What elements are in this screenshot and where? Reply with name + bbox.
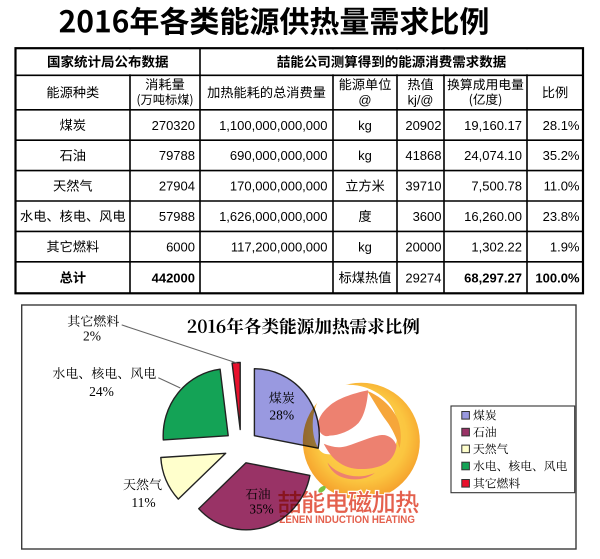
svg-text:690,000,000,000: 690,000,000,000 (230, 148, 328, 163)
svg-text:kg: kg (358, 148, 372, 163)
svg-text:170,000,000,000: 170,000,000,000 (230, 179, 328, 194)
svg-text:41868: 41868 (405, 148, 441, 163)
svg-text:3600: 3600 (413, 209, 442, 224)
svg-text:@: @ (358, 92, 371, 107)
svg-text:1.9%: 1.9% (550, 239, 580, 254)
svg-text:24%: 24% (89, 384, 114, 399)
svg-text:23.8%: 23.8% (543, 209, 580, 224)
svg-text:35%: 35% (249, 502, 273, 517)
svg-text:57988: 57988 (159, 209, 195, 224)
svg-text:11.0%: 11.0% (544, 179, 580, 194)
svg-text:35.2%: 35.2% (543, 148, 580, 163)
svg-text:20000: 20000 (405, 239, 441, 254)
svg-text:27904: 27904 (159, 179, 195, 194)
svg-text:28.1%: 28.1% (543, 118, 580, 133)
svg-text:29274: 29274 (405, 270, 441, 285)
svg-text:ZENEN INDUCTION HEATING: ZENEN INDUCTION HEATING (279, 514, 415, 526)
svg-text:16,260.00: 16,260.00 (464, 209, 522, 224)
svg-text:68,297.27: 68,297.27 (464, 270, 522, 285)
svg-text:1,626,000,000,000: 1,626,000,000,000 (219, 209, 327, 224)
svg-text:39710: 39710 (405, 179, 441, 194)
svg-text:19,160.17: 19,160.17 (464, 118, 522, 133)
svg-text:2%: 2% (83, 329, 101, 344)
svg-text:11%: 11% (131, 495, 155, 510)
svg-text:270320: 270320 (152, 118, 195, 133)
svg-text:20902: 20902 (405, 118, 441, 133)
svg-text:6000: 6000 (166, 239, 195, 254)
svg-text:24,074.10: 24,074.10 (464, 148, 522, 163)
svg-text:117,200,000,000: 117,200,000,000 (231, 239, 328, 254)
svg-text:1,302.22: 1,302.22 (471, 239, 522, 254)
svg-text:kg: kg (358, 239, 372, 254)
svg-text:79788: 79788 (159, 148, 195, 163)
svg-text:kg: kg (358, 118, 372, 133)
svg-text:7,500.78: 7,500.78 (471, 179, 522, 194)
svg-text:28%: 28% (269, 407, 294, 422)
svg-text:1,100,000,000,000: 1,100,000,000,000 (219, 118, 327, 133)
svg-text:kj/@: kj/@ (408, 92, 434, 107)
svg-text:442000: 442000 (152, 270, 195, 285)
svg-text:100.0%: 100.0% (535, 270, 580, 285)
